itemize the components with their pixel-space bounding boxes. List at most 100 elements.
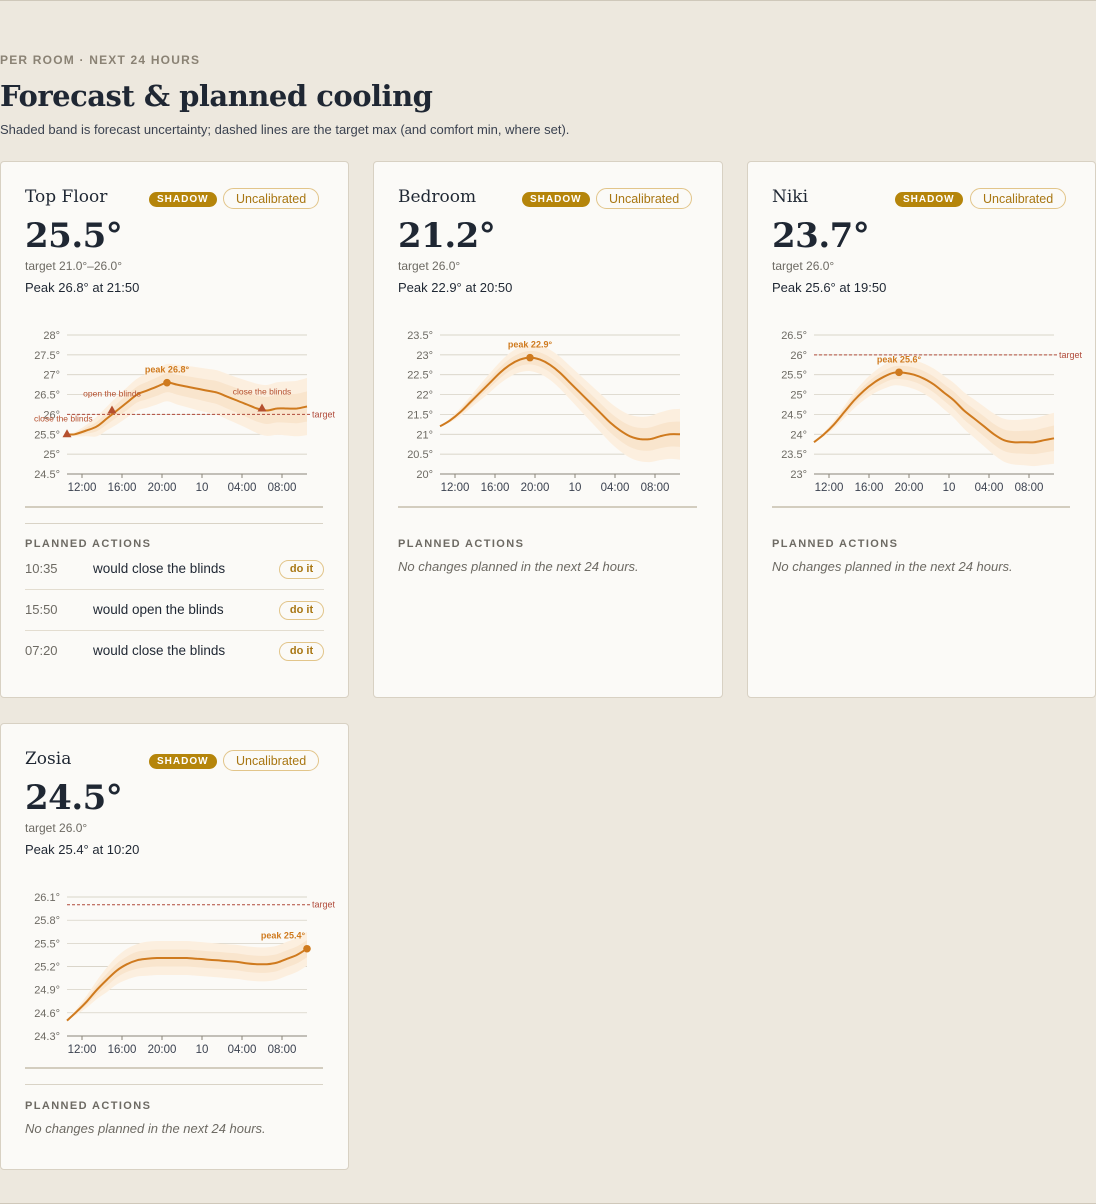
y-tick-label: 20°	[416, 469, 433, 481]
current-temperature: 25.5°	[25, 216, 123, 256]
action-description: would close the blinds	[93, 643, 226, 658]
chart-divider	[25, 506, 323, 508]
target-range: target 26.0°	[25, 821, 88, 835]
y-tick-label: 26°	[43, 409, 60, 421]
action-row: 15:50 would open the blinds do it	[25, 590, 324, 631]
y-tick-label: 27.5°	[34, 350, 60, 362]
x-tick-label: 08:00	[268, 1044, 297, 1056]
do-it-button[interactable]: do it	[279, 642, 324, 661]
action-time: 07:20	[25, 643, 58, 658]
action-row: 10:35 would close the blinds do it	[25, 549, 324, 590]
no-actions-message: No changes planned in the next 24 hours.	[25, 1121, 266, 1136]
uncertainty-band-inner	[440, 350, 680, 451]
uncertainty-band-inner	[814, 365, 1054, 455]
action-marker	[257, 403, 267, 412]
y-tick-label: 25°	[790, 390, 807, 402]
x-tick-label: 04:00	[601, 482, 630, 494]
current-temperature: 24.5°	[25, 778, 123, 818]
action-marker-label: close the blinds	[233, 386, 292, 396]
forecast-line	[439, 356, 681, 441]
forecast-chart: 26.5° 26° 25.5° 25° 24.5° 24° 23.5° 23° 12:00 16:…	[781, 330, 1082, 494]
uncalibrated-badge: Uncalibrated	[223, 750, 320, 771]
x-tick-label: 16:00	[108, 1044, 137, 1056]
x-tick-label: 10	[943, 482, 956, 494]
x-tick-label: 16:00	[855, 482, 884, 494]
shadow-badge: SHADOW	[895, 192, 963, 207]
planned-actions-heading: PLANNED ACTIONS	[772, 538, 899, 550]
current-temperature: 23.7°	[772, 216, 870, 256]
peak-marker	[895, 368, 903, 377]
y-tick-label: 24.5°	[781, 409, 807, 421]
room-name: Top Floor	[25, 187, 108, 207]
x-tick-label: 08:00	[1015, 482, 1044, 494]
do-it-button[interactable]: do it	[279, 601, 324, 620]
uncertainty-band-inner	[67, 940, 307, 1021]
uncertainty-band-group	[440, 344, 680, 463]
forecast-chart: 28° 27.5° 27° 26.5° 26° 25.5° 25° 24.5° 12:00 16:…	[34, 330, 336, 494]
no-actions-message: No changes planned in the next 24 hours.	[772, 559, 1013, 574]
action-marker-label: close the blinds	[34, 413, 93, 423]
peak-summary: Peak 22.9° at 20:50	[398, 280, 513, 295]
action-row: 07:20 would close the blinds do it	[25, 631, 324, 671]
x-tick-label: 20:00	[148, 1044, 177, 1056]
y-tick-label: 23.5°	[407, 330, 433, 342]
row-divider	[25, 630, 324, 631]
action-marker	[107, 405, 117, 414]
target-range: target 26.0°	[398, 259, 461, 273]
y-tick-label: 24.9°	[34, 985, 60, 997]
x-tick-label: 12:00	[68, 482, 97, 494]
y-tick-label: 28°	[43, 330, 60, 342]
uncertainty-band-outer	[67, 931, 307, 1021]
chart-divider	[25, 1067, 323, 1069]
x-tick-label: 04:00	[228, 1044, 257, 1056]
planned-actions-heading: PLANNED ACTIONS	[398, 538, 525, 550]
target-line-label: target	[312, 900, 336, 910]
uncalibrated-badge: Uncalibrated	[223, 188, 320, 209]
current-temperature: 21.2°	[398, 216, 496, 256]
forecast-line	[66, 947, 308, 1022]
peak-label: peak 26.8°	[145, 365, 190, 375]
room-name: Niki	[772, 187, 809, 207]
y-tick-label: 23°	[790, 469, 807, 481]
uncalibrated-badge: Uncalibrated	[970, 188, 1067, 209]
y-tick-label: 27°	[43, 370, 60, 382]
x-tick-label: 20:00	[148, 482, 177, 494]
y-tick-label: 26.5°	[781, 330, 807, 342]
chart-divider	[398, 506, 697, 508]
y-tick-label: 24.6°	[34, 1008, 60, 1020]
x-tick-label: 10	[196, 482, 209, 494]
y-tick-label: 23.5°	[781, 449, 807, 461]
target-line-label: target	[312, 409, 336, 419]
x-tick-label: 12:00	[815, 482, 844, 494]
action-time: 10:35	[25, 561, 58, 576]
peak-marker	[526, 353, 534, 362]
uncertainty-band-outer	[67, 363, 307, 437]
y-tick-label: 24°	[790, 429, 807, 441]
y-tick-label: 24.5°	[34, 469, 60, 481]
target-range: target 26.0°	[772, 259, 835, 273]
y-tick-label: 24.3°	[34, 1031, 60, 1043]
y-tick-label: 21.5°	[407, 409, 433, 421]
shadow-badge: SHADOW	[149, 192, 217, 207]
y-tick-label: 25.2°	[34, 962, 60, 974]
x-tick-label: 20:00	[521, 482, 550, 494]
y-tick-label: 23°	[416, 350, 433, 362]
room-card: Bedroom SHADOW Uncalibrated 21.2° target…	[373, 161, 723, 698]
x-tick-label: 20:00	[895, 482, 924, 494]
y-tick-label: 25.8°	[34, 915, 60, 927]
y-tick-label: 22.5°	[407, 370, 433, 382]
x-tick-label: 16:00	[481, 482, 510, 494]
x-tick-label: 04:00	[975, 482, 1004, 494]
peak-label: peak 22.9°	[508, 340, 553, 350]
room-card: Top Floor SHADOW Uncalibrated 25.5° targ…	[0, 161, 349, 698]
do-it-button[interactable]: do it	[279, 560, 324, 579]
forecast-line	[813, 371, 1055, 444]
y-tick-label: 21°	[416, 429, 433, 441]
action-marker	[62, 429, 72, 438]
chart-divider	[772, 506, 1070, 508]
room-card: Niki SHADOW Uncalibrated 23.7° target 26…	[747, 161, 1096, 698]
x-tick-label: 12:00	[441, 482, 470, 494]
peak-summary: Peak 26.8° at 21:50	[25, 280, 140, 295]
peak-marker	[303, 944, 311, 953]
action-description: would open the blinds	[93, 602, 224, 617]
